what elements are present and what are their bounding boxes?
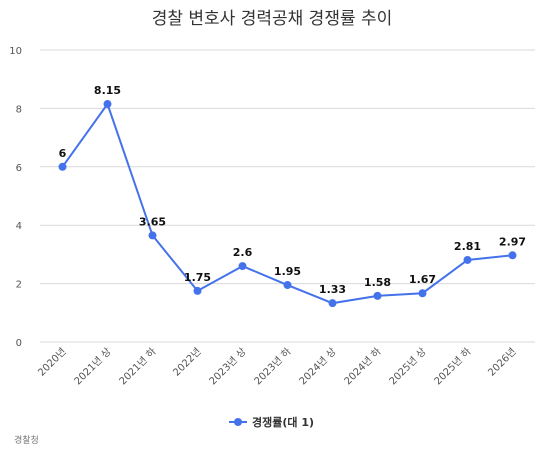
data-label: 1.67 (409, 273, 436, 286)
x-tick-label: 2024년 상 (297, 346, 339, 388)
data-point (193, 286, 202, 295)
data-label: 1.95 (274, 265, 301, 278)
y-tick-label: 0 (16, 338, 22, 349)
x-tick-label: 2025년 하 (431, 345, 473, 387)
data-label: 1.33 (319, 283, 346, 296)
x-tick-label: 2023년 상 (207, 346, 249, 388)
y-tick-label: 6 (16, 163, 22, 174)
data-point (238, 262, 247, 271)
data-point (103, 100, 112, 109)
legend-label: 경쟁률(대 1) (252, 415, 314, 429)
data-label: 6 (59, 147, 67, 160)
y-tick-label: 8 (16, 104, 22, 115)
y-axis: 0 2 4 6 8 10 (9, 46, 22, 349)
data-point (58, 162, 67, 171)
data-labels: 6 8.15 3.65 1.75 2.6 1.95 1.33 1.58 1.67 2.81 2.97 (59, 84, 526, 296)
data-label: 2.6 (233, 246, 253, 259)
x-tick-label: 2022년 (171, 346, 204, 379)
x-tick-label: 2024년 하 (341, 345, 383, 387)
data-point (418, 289, 427, 298)
data-point (328, 299, 337, 308)
data-label: 1.58 (364, 276, 391, 289)
data-point (508, 251, 517, 260)
x-tick-label: 2025년 상 (387, 346, 429, 388)
x-tick-label: 2021년 하 (116, 345, 158, 387)
source-note: 경찰청 (14, 434, 39, 446)
x-tick-label: 2021년 상 (72, 346, 114, 388)
y-tick-label: 10 (9, 46, 22, 57)
chart-title: 경찰 변호사 경력공채 경쟁률 추이 (152, 9, 393, 29)
x-tick-label: 2023년 하 (251, 345, 293, 387)
data-point (463, 255, 472, 264)
grid-lines (40, 49, 535, 343)
data-point (283, 281, 292, 290)
x-tick-label: 2020년 (36, 346, 69, 379)
x-axis: 2020년 2021년 상 2021년 하 2022년 2023년 상 2023년 하 20… (36, 345, 519, 387)
x-tick-label: 2026년 (486, 346, 519, 379)
series-layer (58, 100, 517, 308)
legend: 경쟁률(대 1) (229, 415, 314, 429)
data-label: 1.75 (184, 271, 211, 284)
data-label: 2.81 (454, 240, 481, 253)
data-point (148, 231, 157, 240)
legend-marker (234, 418, 242, 426)
y-tick-label: 4 (16, 221, 22, 232)
y-tick-label: 2 (16, 280, 22, 291)
data-label: 8.15 (94, 84, 121, 97)
data-label: 3.65 (139, 215, 166, 228)
data-label: 2.97 (499, 235, 526, 248)
data-point (373, 291, 382, 300)
